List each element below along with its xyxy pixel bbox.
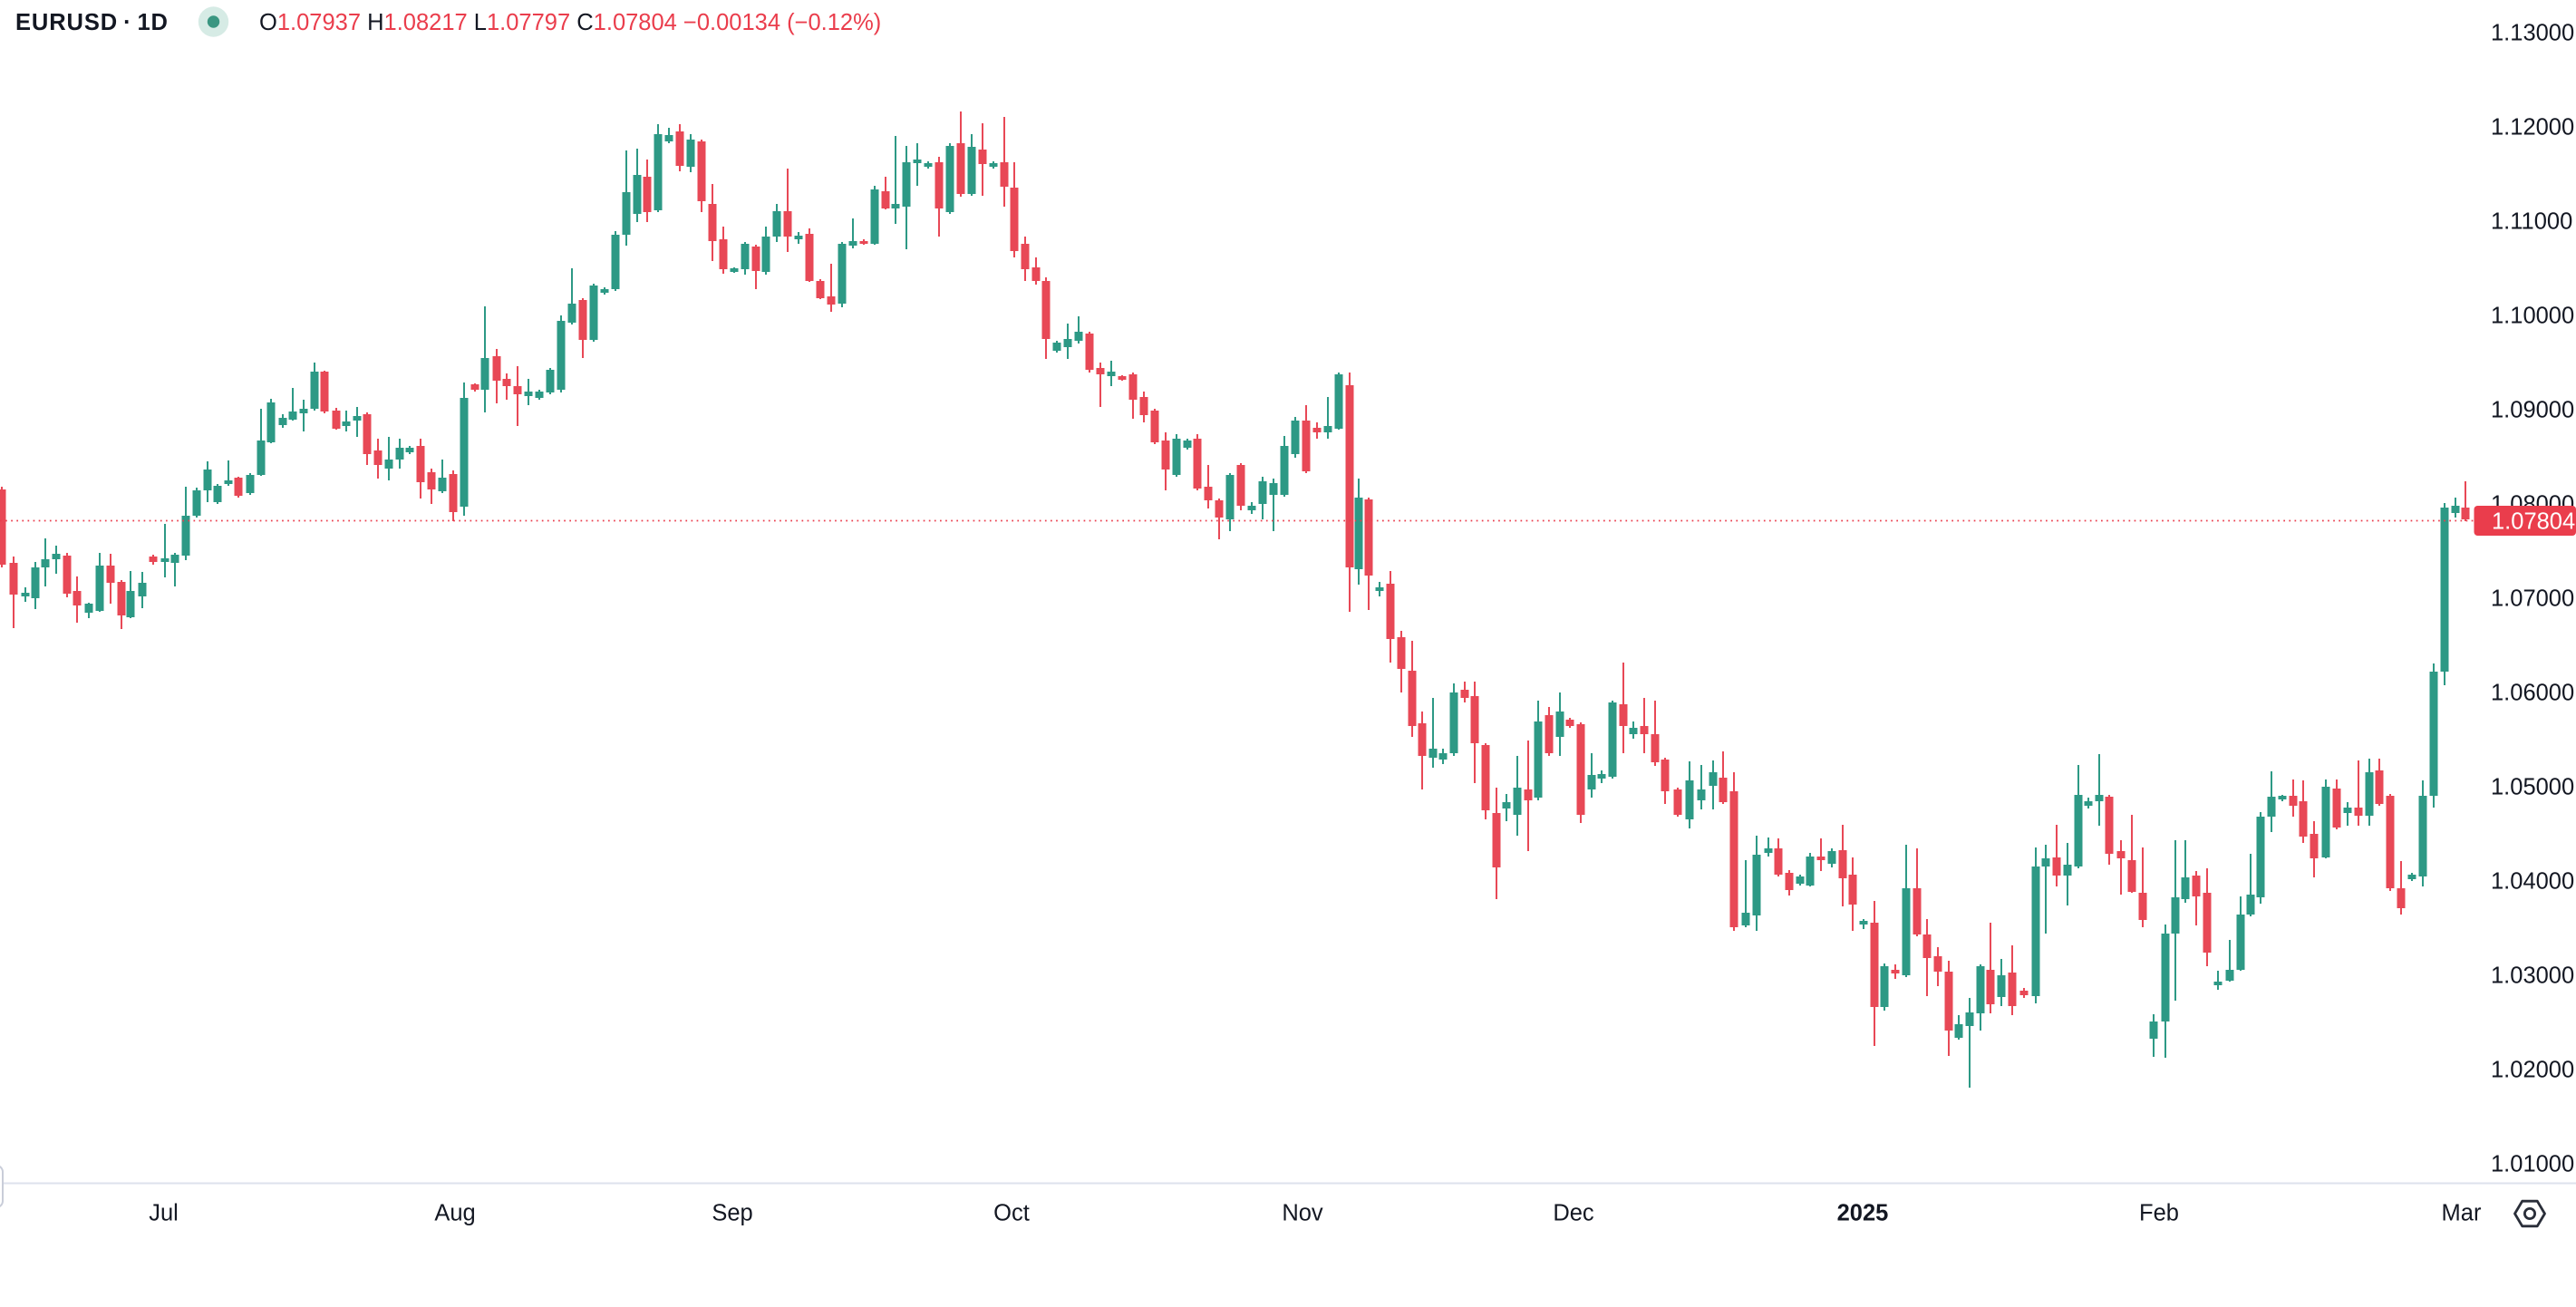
svg-text:Sep: Sep [712, 1201, 752, 1226]
svg-text:1.07000: 1.07000 [2491, 586, 2574, 612]
svg-text:Dec: Dec [1553, 1201, 1594, 1226]
svg-text:2025: 2025 [1837, 1201, 1889, 1226]
svg-text:Aug: Aug [434, 1201, 475, 1226]
svg-text:1.01000: 1.01000 [2491, 1152, 2574, 1177]
svg-text:Nov: Nov [1282, 1201, 1323, 1226]
svg-text:1.03000: 1.03000 [2491, 963, 2574, 989]
svg-text:1.10000: 1.10000 [2491, 304, 2574, 329]
svg-text:1.04000: 1.04000 [2491, 869, 2574, 895]
svg-text:1.13000: 1.13000 [2491, 21, 2574, 46]
svg-text:Jul: Jul [149, 1201, 179, 1226]
svg-text:1.07804: 1.07804 [2492, 509, 2575, 535]
svg-text:EURUSD · 1D: EURUSD · 1D [15, 10, 169, 35]
svg-text:1.06000: 1.06000 [2491, 681, 2574, 706]
svg-text:1.11000: 1.11000 [2491, 209, 2572, 235]
svg-text:1.12000: 1.12000 [2491, 115, 2574, 140]
svg-text:Feb: Feb [2139, 1201, 2179, 1226]
svg-text:O1.07937 H1.08217 L1.07797 C1.: O1.07937 H1.08217 L1.07797 C1.07804 −0.0… [259, 10, 881, 35]
svg-text:1.02000: 1.02000 [2491, 1058, 2574, 1083]
svg-text:1.09000: 1.09000 [2491, 398, 2574, 423]
svg-text:Mar: Mar [2442, 1201, 2482, 1226]
svg-text:Oct: Oct [993, 1201, 1030, 1226]
svg-text:1.05000: 1.05000 [2491, 775, 2574, 800]
